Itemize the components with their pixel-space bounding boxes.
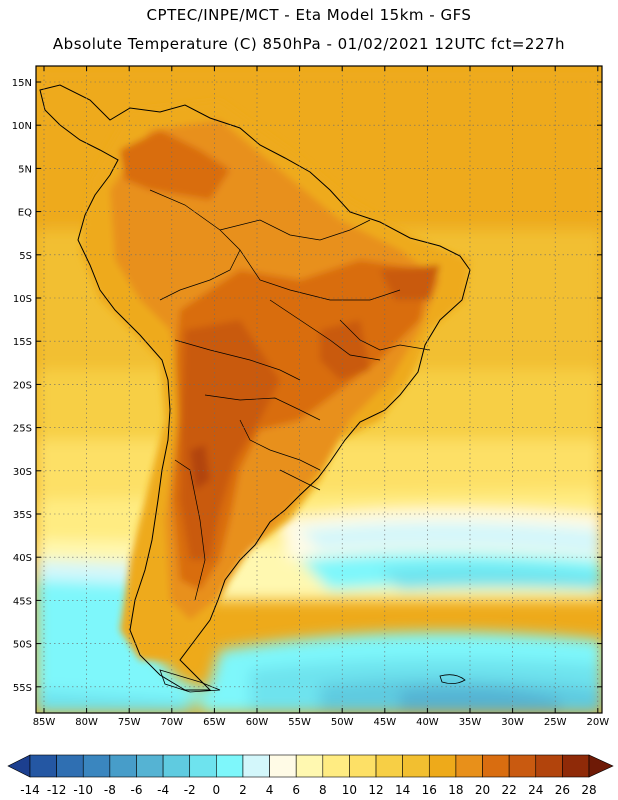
colorbar-swatch	[189, 754, 217, 778]
colorbar-swatch	[562, 754, 590, 778]
lat-tick-label: 55S	[13, 683, 32, 694]
lat-tick-label: 15S	[13, 337, 32, 348]
colorbar-under-arrow	[7, 754, 31, 778]
colorbar-label: 2	[239, 783, 247, 797]
lat-tick-label: EQ	[18, 208, 32, 219]
colorbar-label: 28	[581, 783, 596, 797]
colorbar-swatch	[349, 754, 377, 778]
colorbar-label: 12	[368, 783, 383, 797]
lon-tick-label: 75W	[118, 717, 141, 728]
lon-tick-label: 25W	[544, 717, 567, 728]
map-title: CPTEC/INPE/MCT - Eta Model 15km - GFS	[146, 6, 472, 24]
lon-tick-label: 45W	[373, 717, 396, 728]
lon-tick-label: 60W	[246, 717, 269, 728]
lat-tick-label: 40S	[13, 553, 32, 564]
colorbar-swatch	[402, 754, 430, 778]
lat-tick-label: 45S	[13, 596, 32, 607]
colorbar-label: -4	[157, 783, 169, 797]
lat-tick-label: 35S	[13, 510, 32, 521]
colorbar-swatch	[269, 754, 297, 778]
lat-tick-label: 20S	[13, 380, 32, 391]
lon-tick-label: 55W	[288, 717, 311, 728]
colorbar-label: 20	[475, 783, 490, 797]
colorbar-label: 16	[422, 783, 437, 797]
colorbar-swatch	[295, 754, 324, 778]
colorbar: -14 -12 -10 -8 -6 -4 -2 0 2 4 6 8 10 12 14 16 18 20 22 24 26…	[7, 754, 614, 797]
lat-tick-label: 25S	[13, 424, 32, 435]
colorbar-label: 10	[342, 783, 357, 797]
colorbar-swatch	[455, 754, 483, 778]
lat-tick-label: 50S	[13, 640, 32, 651]
colorbar-swatch	[508, 754, 537, 778]
lon-tick-label: 30W	[501, 717, 524, 728]
colorbar-label: -12	[47, 783, 67, 797]
colorbar-label: 8	[319, 783, 327, 797]
colorbar-label: -2	[184, 783, 196, 797]
longitude-axis: 85W 80W 75W 70W 65W 60W 55W 50W 45W 40W 35W 30W 25W 2…	[33, 66, 609, 728]
lon-tick-label: 80W	[75, 717, 98, 728]
colorbar-swatch	[375, 754, 403, 778]
colorbar-label: 4	[266, 783, 274, 797]
colorbar-swatch	[29, 754, 57, 778]
lon-tick-label: 20W	[586, 717, 609, 728]
lat-tick-label: 15N	[12, 78, 32, 89]
colorbar-label: -6	[130, 783, 142, 797]
colorbar-label: 24	[528, 783, 543, 797]
lon-tick-label: 65W	[203, 717, 226, 728]
lat-tick-label: 10N	[12, 121, 32, 132]
colorbar-swatch	[535, 754, 563, 778]
colorbar-swatch	[82, 754, 111, 778]
lat-tick-label: 5N	[18, 164, 32, 175]
falkland-islands-outline	[439, 674, 466, 684]
lon-tick-label: 85W	[33, 717, 56, 728]
colorbar-swatch	[109, 754, 137, 778]
colorbar-swatch	[322, 754, 350, 778]
latitude-axis: 15N 10N 5N EQ 5S 10S 15S 20S 25S 30S 35S 40S 45S 50S 5…	[12, 78, 602, 694]
colorbar-label: 6	[292, 783, 300, 797]
colorbar-swatch	[162, 754, 191, 778]
lon-tick-label: 40W	[416, 717, 439, 728]
colorbar-label: 14	[395, 783, 410, 797]
colorbar-swatch	[136, 754, 164, 778]
colorbar-over-arrow	[588, 754, 614, 778]
lon-tick-label: 35W	[459, 717, 482, 728]
colorbar-label: -10	[73, 783, 93, 797]
colorbar-swatch	[242, 754, 270, 778]
lat-tick-label: 30S	[13, 467, 32, 478]
lat-tick-label: 5S	[19, 251, 32, 262]
colorbar-swatch	[216, 754, 244, 778]
continent-outline	[39, 84, 471, 691]
colorbar-swatch	[428, 754, 457, 778]
colorbar-label: 18	[448, 783, 463, 797]
colorbar-label: -8	[104, 783, 116, 797]
colorbar-swatch	[56, 754, 84, 778]
plot-frame	[35, 65, 603, 714]
map-subtitle: Absolute Temperature (C) 850hPa - 01/02/…	[52, 35, 566, 53]
colorbar-swatch	[482, 754, 510, 778]
tierra-del-fuego-outline	[159, 669, 221, 693]
temperature-field	[36, 66, 602, 713]
country-borders	[149, 189, 431, 601]
lon-tick-label: 50W	[331, 717, 354, 728]
lon-tick-label: 70W	[160, 717, 183, 728]
colorbar-label: 26	[555, 783, 570, 797]
colorbar-label: 0	[213, 783, 221, 797]
colorbar-label: 22	[502, 783, 517, 797]
lat-tick-label: 10S	[13, 294, 32, 305]
colorbar-label: -14	[20, 783, 40, 797]
